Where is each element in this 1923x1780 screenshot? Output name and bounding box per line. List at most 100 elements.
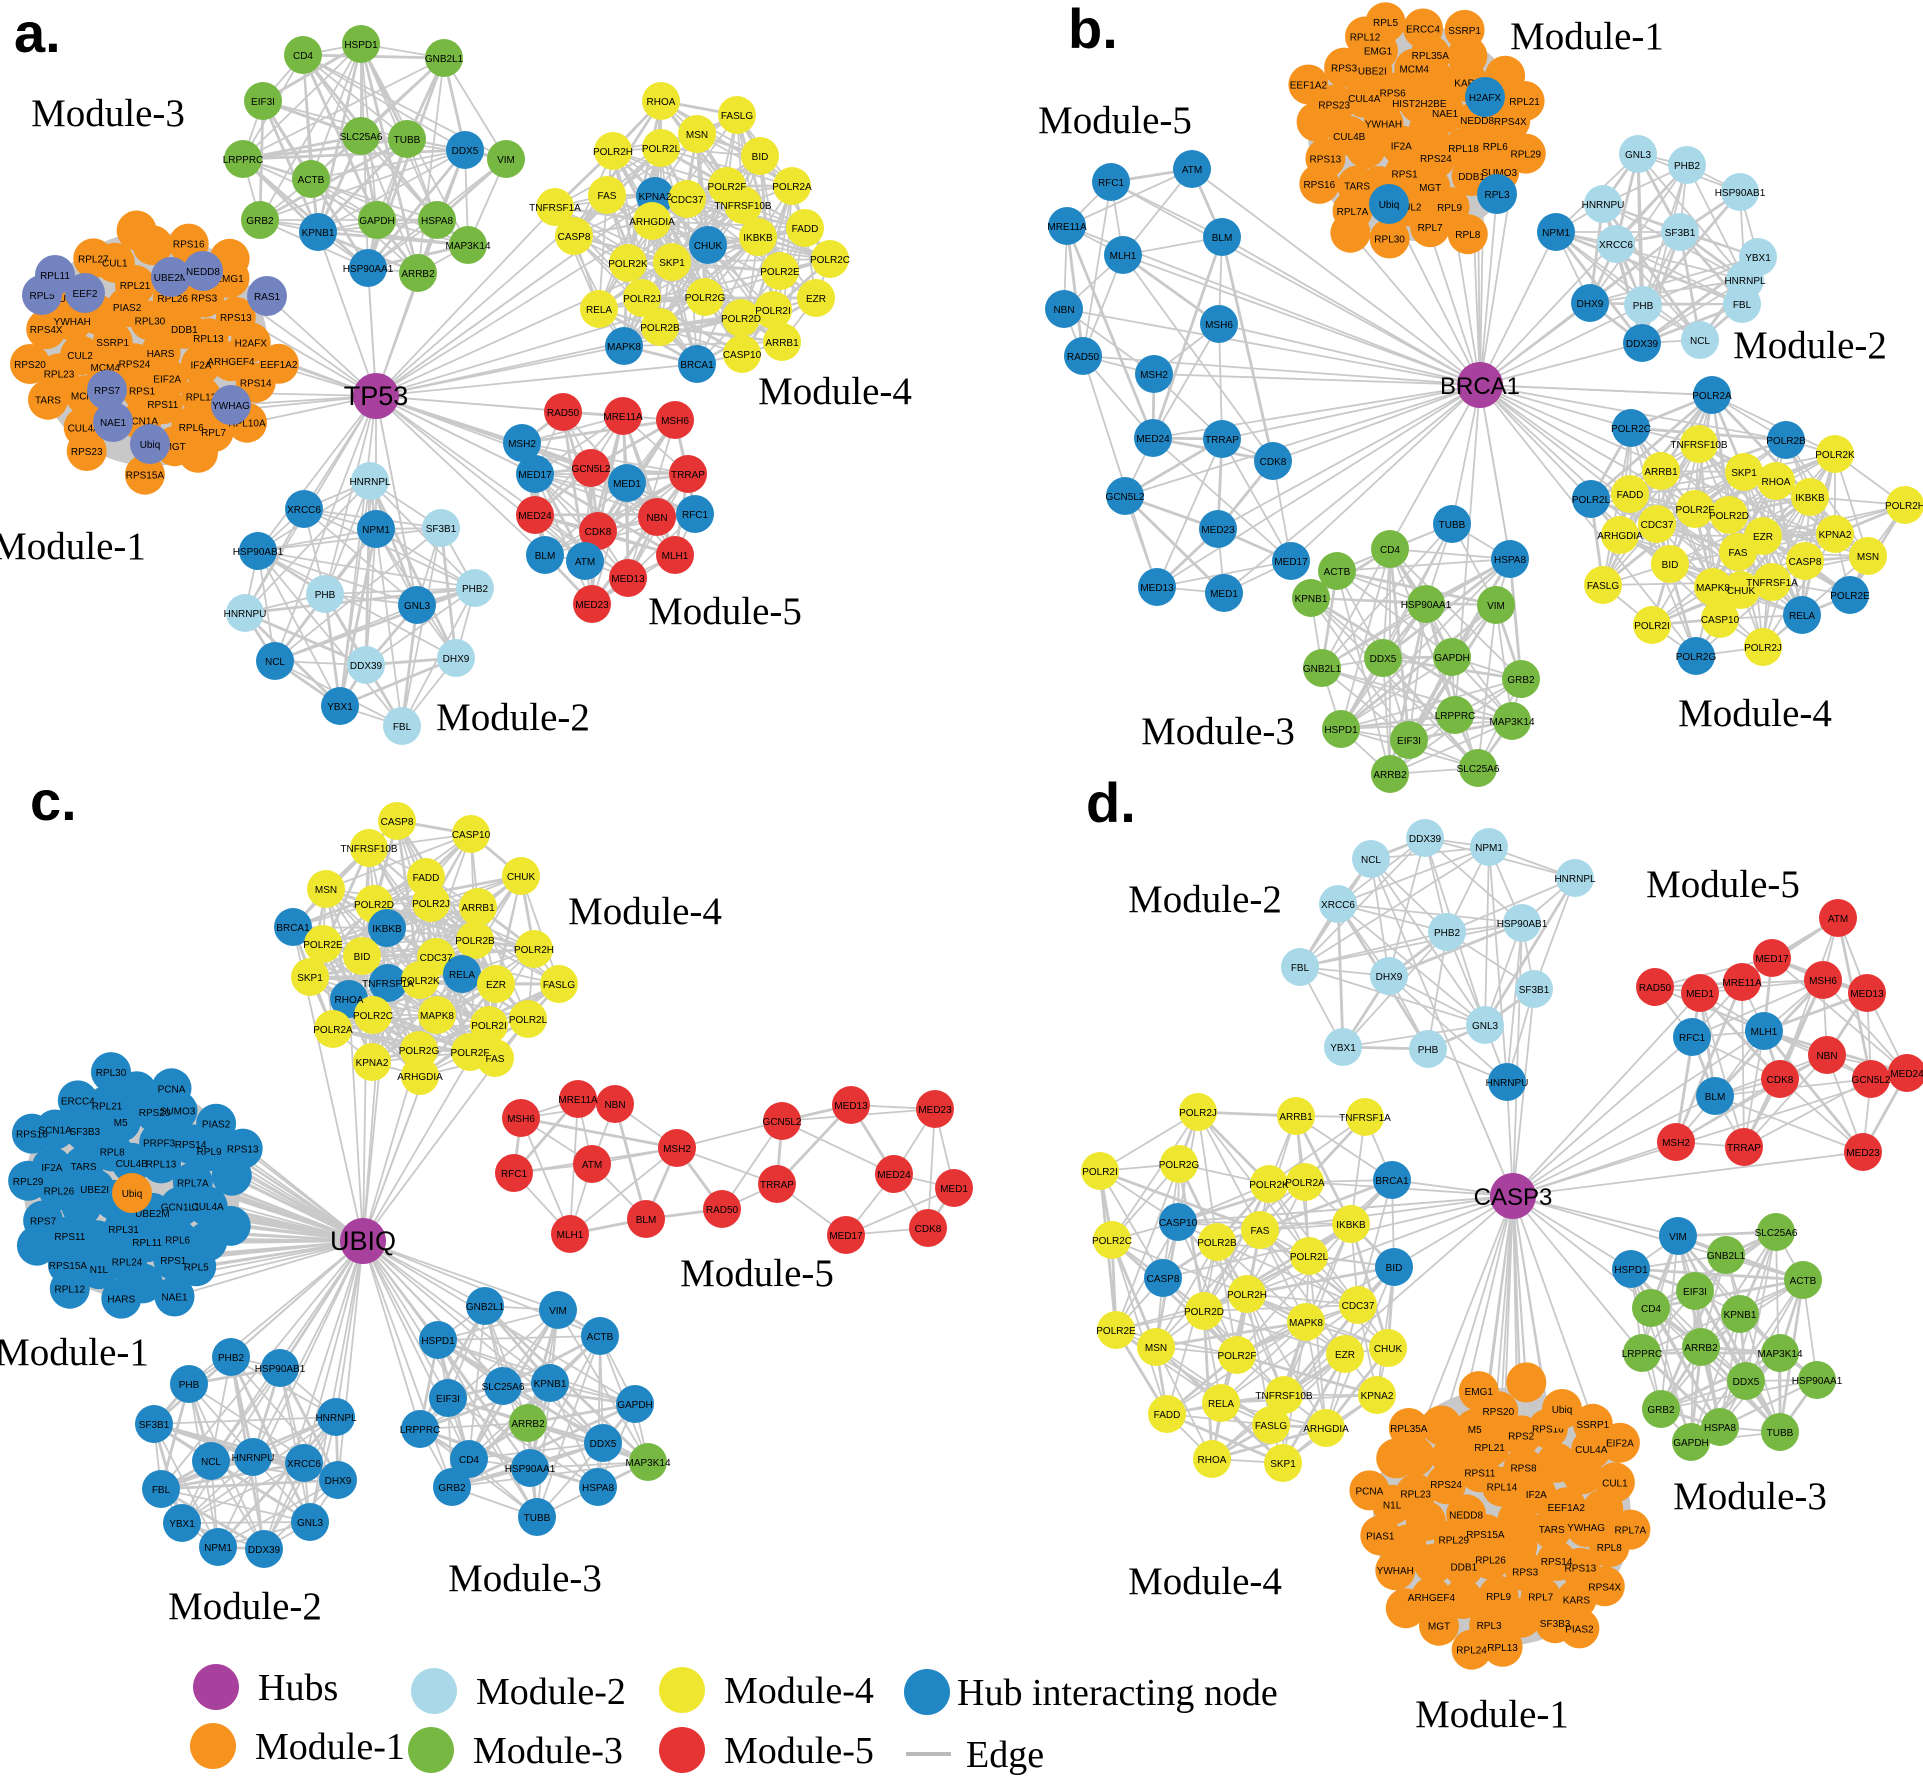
svg-text:NCL: NCL — [1361, 855, 1381, 866]
svg-text:POLR2J: POLR2J — [623, 294, 661, 305]
svg-text:RAD50: RAD50 — [547, 408, 580, 419]
svg-text:ARRB2: ARRB2 — [401, 269, 435, 280]
svg-text:CUL1: CUL1 — [1602, 1478, 1628, 1489]
svg-text:POLR2J: POLR2J — [1744, 643, 1782, 654]
svg-text:CDC37: CDC37 — [420, 953, 453, 964]
svg-text:SKP1: SKP1 — [1731, 468, 1757, 479]
svg-text:HARS: HARS — [147, 349, 175, 360]
svg-text:HNRNPL: HNRNPL — [315, 1413, 357, 1424]
svg-text:KPNB1: KPNB1 — [302, 228, 335, 239]
svg-text:RPL21: RPL21 — [120, 281, 151, 292]
svg-text:DDB1: DDB1 — [1450, 1563, 1477, 1574]
svg-text:RPL7: RPL7 — [1528, 1593, 1553, 1604]
svg-text:TNFRSF10B: TNFRSF10B — [340, 844, 398, 855]
svg-text:EEF1A2: EEF1A2 — [260, 360, 298, 371]
svg-text:MSH2: MSH2 — [1140, 370, 1168, 381]
svg-text:HIST2H2BE: HIST2H2BE — [1392, 99, 1447, 110]
svg-text:Module-4: Module-4 — [568, 890, 722, 933]
svg-text:RPS1: RPS1 — [160, 1256, 187, 1267]
svg-text:EMG1: EMG1 — [1364, 47, 1393, 58]
svg-text:IF2A: IF2A — [1526, 1490, 1547, 1501]
svg-text:POLR2I: POLR2I — [1082, 1167, 1118, 1178]
svg-text:KPNB1: KPNB1 — [534, 1379, 567, 1390]
svg-text:SF3B1: SF3B1 — [426, 524, 457, 535]
svg-text:TUBB: TUBB — [394, 135, 421, 146]
svg-text:GCN1L1: GCN1L1 — [161, 1203, 200, 1214]
svg-text:MGT: MGT — [1428, 1622, 1450, 1633]
svg-text:CASP8: CASP8 — [1789, 557, 1822, 568]
svg-text:RPL35A: RPL35A — [1390, 1424, 1428, 1435]
svg-text:POLR2K: POLR2K — [400, 976, 440, 987]
svg-text:IKBKB: IKBKB — [743, 233, 773, 244]
svg-text:RPS14: RPS14 — [175, 1140, 207, 1151]
svg-text:Ubiq: Ubiq — [122, 1189, 143, 1200]
svg-text:TRRAP: TRRAP — [671, 470, 705, 481]
svg-text:MED24: MED24 — [1136, 434, 1170, 445]
svg-text:MSH6: MSH6 — [507, 1114, 535, 1125]
svg-text:RPL30: RPL30 — [96, 1068, 127, 1079]
svg-text:TARS: TARS — [71, 1162, 97, 1173]
svg-text:MAPK8: MAPK8 — [420, 1011, 454, 1022]
svg-text:CASP10: CASP10 — [723, 350, 762, 361]
svg-text:MSH6: MSH6 — [1205, 320, 1233, 331]
svg-text:POLR2G: POLR2G — [399, 1046, 440, 1057]
svg-text:SUMO3: SUMO3 — [1482, 168, 1518, 179]
svg-text:POLR2L: POLR2L — [642, 144, 681, 155]
svg-text:KPNB1: KPNB1 — [1724, 1310, 1757, 1321]
svg-text:CDC37: CDC37 — [1342, 1301, 1375, 1312]
svg-text:DHX9: DHX9 — [325, 1476, 352, 1487]
svg-text:RAD50: RAD50 — [1639, 983, 1672, 994]
svg-text:POLR2B: POLR2B — [1766, 436, 1806, 447]
svg-text:YWHAG: YWHAG — [212, 401, 250, 412]
svg-text:ARRB2: ARRB2 — [511, 1419, 545, 1430]
svg-text:RPL7A: RPL7A — [177, 1178, 209, 1189]
svg-text:FADD: FADD — [792, 224, 819, 235]
svg-text:Module-3: Module-3 — [1141, 710, 1295, 753]
svg-text:ARRB1: ARRB1 — [461, 903, 495, 914]
svg-text:GNB2L1: GNB2L1 — [1707, 1251, 1746, 1262]
svg-text:SUMO3: SUMO3 — [160, 1107, 196, 1118]
svg-text:MED23: MED23 — [1201, 525, 1235, 536]
svg-text:CDC37: CDC37 — [1641, 520, 1674, 531]
svg-text:MLH1: MLH1 — [662, 551, 689, 562]
svg-text:Module-1: Module-1 — [255, 1726, 405, 1768]
svg-text:KARS: KARS — [1563, 1595, 1591, 1606]
svg-text:BRCA1: BRCA1 — [276, 923, 310, 934]
svg-text:BLM: BLM — [636, 1215, 657, 1226]
svg-text:RFC1: RFC1 — [682, 510, 709, 521]
svg-text:SF3B3: SF3B3 — [70, 1127, 101, 1138]
svg-text:GCN5L2: GCN5L2 — [572, 464, 611, 475]
svg-text:H2AFX: H2AFX — [1469, 93, 1502, 104]
svg-text:MAP3K14: MAP3K14 — [1757, 1349, 1802, 1360]
svg-text:GNB2L1: GNB2L1 — [425, 54, 464, 65]
svg-text:BID: BID — [752, 152, 769, 163]
svg-text:YWHAH: YWHAH — [54, 317, 91, 328]
svg-text:POLR2K: POLR2K — [1815, 450, 1855, 461]
svg-text:Module-4: Module-4 — [1678, 692, 1832, 735]
svg-text:IF2A: IF2A — [41, 1163, 62, 1174]
svg-text:IKBKB: IKBKB — [372, 924, 402, 935]
svg-text:RPS13: RPS13 — [1565, 1564, 1597, 1575]
svg-text:CHUK: CHUK — [1374, 1344, 1403, 1355]
svg-text:HSPD1: HSPD1 — [1614, 1265, 1648, 1276]
svg-text:FASLG: FASLG — [721, 111, 753, 122]
svg-text:Module-5: Module-5 — [648, 590, 802, 633]
svg-text:SLC25A6: SLC25A6 — [1457, 764, 1500, 775]
svg-text:RPS24: RPS24 — [1430, 1480, 1462, 1491]
svg-text:LRPPRC: LRPPRC — [1622, 1349, 1663, 1360]
svg-text:HSPA8: HSPA8 — [582, 1483, 614, 1494]
svg-text:GNB2L1: GNB2L1 — [1303, 664, 1342, 675]
svg-text:SF3B3: SF3B3 — [1540, 1619, 1571, 1630]
svg-text:MED17: MED17 — [829, 1231, 863, 1242]
svg-text:SSRP1: SSRP1 — [96, 338, 129, 349]
svg-text:Module-3: Module-3 — [1673, 1475, 1827, 1518]
svg-text:ARHGDIA: ARHGDIA — [629, 217, 675, 228]
svg-text:ACTB: ACTB — [1790, 1276, 1817, 1287]
svg-text:EIF2A: EIF2A — [1606, 1439, 1634, 1450]
svg-text:POLR2F: POLR2F — [1676, 505, 1715, 516]
svg-text:Module-4: Module-4 — [758, 370, 912, 413]
svg-text:POLR2C: POLR2C — [810, 255, 850, 266]
svg-text:NBN: NBN — [646, 513, 667, 524]
svg-text:POLR2F: POLR2F — [1218, 1351, 1257, 1362]
svg-text:UBE2M: UBE2M — [135, 1209, 169, 1220]
